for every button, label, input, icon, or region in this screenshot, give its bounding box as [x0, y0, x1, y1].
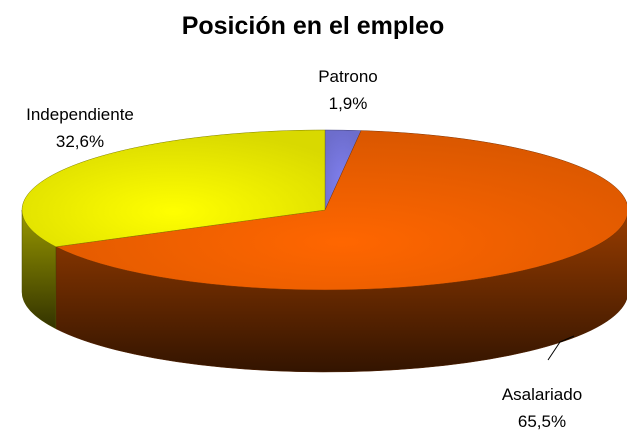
chart-title: Posición en el empleo — [182, 12, 445, 40]
slice-value-label: 32,6% — [56, 132, 104, 151]
slice-label: Patrono — [318, 67, 378, 86]
slice-value-label: 1,9% — [329, 94, 368, 113]
slice-label: Independiente — [26, 105, 134, 124]
pie-slice — [21, 129, 326, 248]
slice-label: Asalariado — [502, 385, 582, 404]
slice-value-label: 65,5% — [518, 412, 566, 431]
pie-slice — [55, 130, 627, 291]
leader-line — [547, 335, 575, 361]
